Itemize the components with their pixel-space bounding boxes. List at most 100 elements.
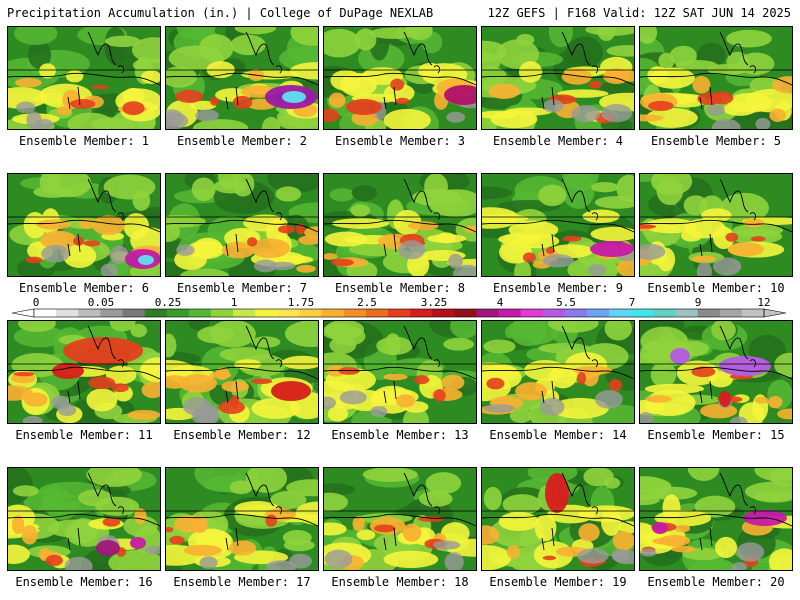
ensemble-member-label: Ensemble Member: 17 <box>173 575 311 589</box>
yellow-contour <box>251 397 301 419</box>
gray-contour <box>253 259 278 273</box>
legend-tick-label: 5.5 <box>556 298 576 309</box>
yellow-contour <box>356 529 376 541</box>
green-contour <box>482 40 507 62</box>
red-contour <box>542 555 557 561</box>
yellow-contour <box>738 402 765 423</box>
gray-contour <box>64 556 93 570</box>
red-contour <box>277 225 296 234</box>
green-contour <box>687 468 720 481</box>
orange-contour <box>616 258 634 276</box>
heavy-precip-core <box>719 391 731 407</box>
legend-swatch <box>387 309 411 317</box>
ensemble-member-label: Ensemble Member: 14 <box>489 428 627 442</box>
gray-contour <box>640 243 666 260</box>
coastline <box>482 178 634 257</box>
legend-swatch <box>188 309 212 317</box>
legend-frame <box>33 308 765 318</box>
yellow-contour <box>324 522 347 536</box>
precip-field-map <box>8 321 160 423</box>
legend-tick-label: 0.25 <box>155 298 182 309</box>
precip-field-map <box>482 174 634 276</box>
legend-swatch <box>78 309 101 317</box>
legend-swatch <box>343 309 367 317</box>
precip-color-legend: 0 0.05 0.25 1 1.75 2.5 3.25 4 5.5 7 9 12 <box>8 298 790 320</box>
red-contour <box>246 237 258 247</box>
red-contour <box>545 247 555 254</box>
legend-swatch <box>410 309 433 317</box>
green-contour <box>198 34 234 62</box>
legend-swatch <box>653 309 676 317</box>
coastline <box>640 178 792 257</box>
ensemble-member-map-9 <box>481 173 635 277</box>
orange-contour <box>441 374 465 391</box>
ensemble-member-map-6 <box>7 173 161 277</box>
green-contour <box>669 45 697 66</box>
gray-contour <box>176 244 195 256</box>
green-contour <box>502 494 542 515</box>
green-contour <box>583 468 614 487</box>
green-contour <box>482 186 513 200</box>
red-contour <box>750 236 766 242</box>
green-contour <box>591 181 619 193</box>
yellow-contour <box>534 513 557 542</box>
red-contour <box>175 89 204 103</box>
gray-contour <box>713 257 742 276</box>
orange-contour <box>15 77 42 88</box>
orange-contour <box>652 537 683 545</box>
yellow-contour <box>727 92 773 113</box>
red-contour <box>640 224 657 229</box>
green-contour <box>209 321 256 348</box>
green-contour <box>647 486 698 500</box>
green-contour <box>47 519 100 538</box>
green-contour <box>95 496 140 516</box>
gray-contour <box>640 412 654 423</box>
green-contour <box>516 34 535 46</box>
gray-contour <box>484 404 516 413</box>
legend-swatch <box>365 309 389 317</box>
ensemble-member-label: Ensemble Member: 18 <box>331 575 469 589</box>
coastline <box>324 472 476 551</box>
legend-swatch <box>719 309 743 317</box>
orange-contour <box>328 92 346 108</box>
orange-contour <box>11 515 25 535</box>
green-contour <box>250 336 281 348</box>
gray-contour <box>370 405 388 418</box>
orange-contour <box>183 544 222 556</box>
precip-field-map <box>324 468 476 570</box>
coastline <box>166 325 318 404</box>
gray-contour <box>324 396 336 410</box>
orange-contour <box>127 409 160 420</box>
orange-contour <box>771 76 792 94</box>
orange-contour <box>691 255 716 263</box>
orange-contour <box>228 540 257 556</box>
yellow-contour <box>482 544 512 570</box>
legend-tick-label: 0 <box>33 298 40 309</box>
legend-swatch <box>520 309 544 317</box>
orange-contour <box>727 242 764 257</box>
gray-contour <box>729 416 748 423</box>
ensemble-member-map-8 <box>323 173 477 277</box>
ensemble-member-map-4 <box>481 26 635 130</box>
legend-swatch <box>454 309 477 317</box>
gray-contour <box>696 261 712 276</box>
green-contour <box>324 492 349 512</box>
green-contour <box>429 189 476 218</box>
gray-contour <box>109 245 129 265</box>
yellow-contour <box>324 231 368 247</box>
green-contour <box>510 321 547 347</box>
map-title: Precipitation Accumulation (in.) | Colle… <box>7 6 434 20</box>
legend-swatch <box>741 309 765 317</box>
coastline <box>640 31 792 110</box>
ensemble-member-label: Ensemble Member: 11 <box>15 428 153 442</box>
green-contour <box>284 321 318 347</box>
ensemble-member-map-7 <box>165 173 319 277</box>
precip-field-map <box>640 27 792 129</box>
orange-contour <box>352 515 365 532</box>
heavy-precip-core <box>444 85 476 105</box>
orange-contour <box>742 218 765 228</box>
red-contour <box>338 367 360 375</box>
red-contour <box>45 554 63 567</box>
ensemble-member-map-12 <box>165 320 319 424</box>
gray-contour <box>144 545 160 555</box>
